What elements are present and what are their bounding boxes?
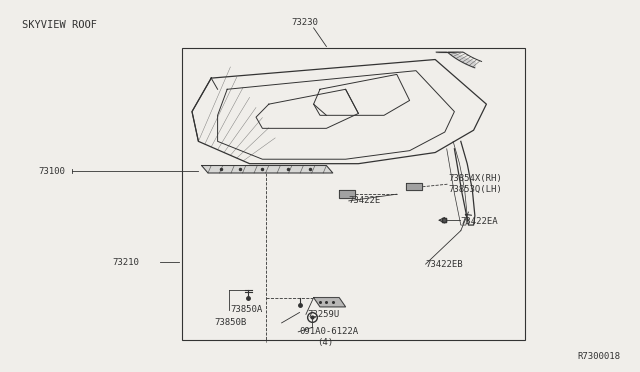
Polygon shape xyxy=(406,183,422,190)
Text: 73230: 73230 xyxy=(291,18,318,27)
Text: 73210: 73210 xyxy=(112,258,139,267)
Text: 73259U: 73259U xyxy=(307,310,339,319)
Text: 73850B: 73850B xyxy=(214,318,246,327)
Bar xyxy=(182,48,525,340)
Text: 73854X(RH): 73854X(RH) xyxy=(448,174,502,183)
Polygon shape xyxy=(202,166,333,173)
Text: 73850A: 73850A xyxy=(230,305,262,314)
Text: 73422EA: 73422EA xyxy=(461,217,499,226)
Text: (4): (4) xyxy=(317,339,333,347)
Text: SKYVIEW ROOF: SKYVIEW ROOF xyxy=(22,20,97,31)
Text: 73853Q(LH): 73853Q(LH) xyxy=(448,185,502,194)
Text: R7300018: R7300018 xyxy=(578,352,621,361)
Polygon shape xyxy=(339,190,355,198)
Text: 73422E: 73422E xyxy=(349,196,381,205)
Text: 091A0-6122A: 091A0-6122A xyxy=(300,327,358,336)
Polygon shape xyxy=(314,298,346,307)
Text: 73422EB: 73422EB xyxy=(426,260,463,269)
Text: 73100: 73100 xyxy=(38,167,65,176)
